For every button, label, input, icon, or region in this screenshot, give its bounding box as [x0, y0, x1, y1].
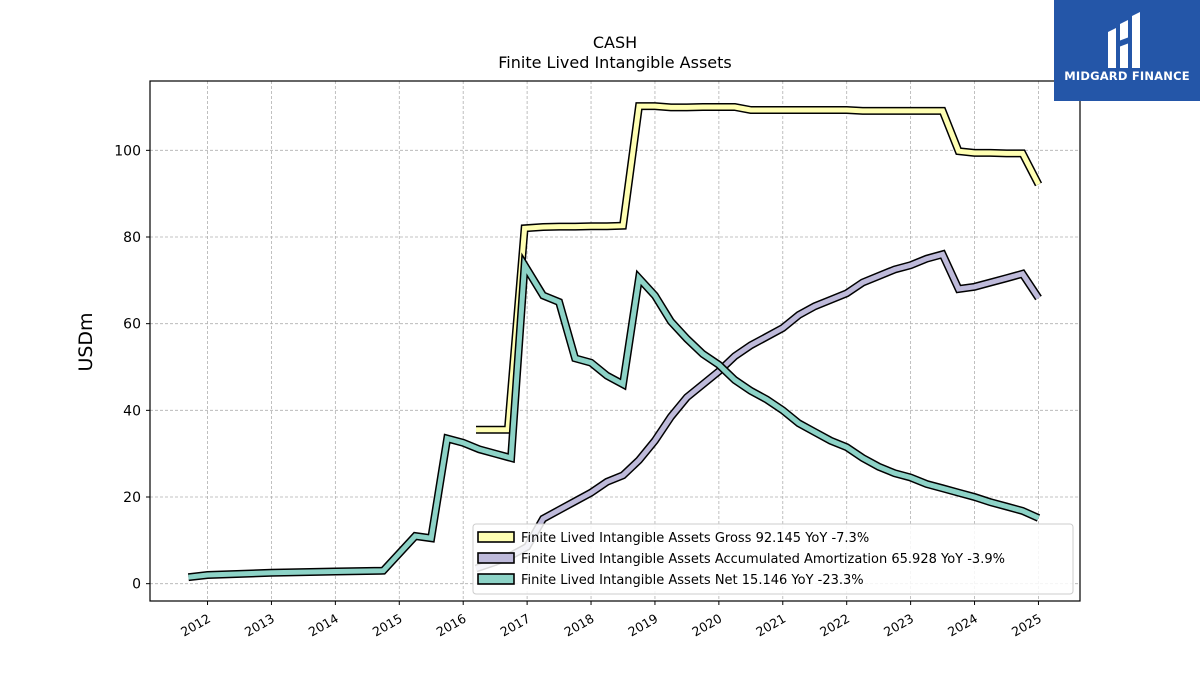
x-tick-label: 2017 [498, 611, 533, 640]
chart-title: CASH [593, 33, 637, 52]
x-tick-label: 2023 [881, 611, 916, 640]
brand-logo: MIDGARD FINANCE [1054, 0, 1200, 101]
legend: Finite Lived Intangible Assets Gross 92.… [472, 523, 1074, 595]
series-line-2 [475, 251, 1041, 571]
legend-label: Finite Lived Intangible Assets Accumulat… [521, 552, 1005, 567]
legend-swatch [477, 531, 515, 543]
grid-lines [150, 81, 1080, 601]
x-tick-label: 2024 [945, 611, 980, 640]
brand-name: MIDGARD FINANCE [1064, 69, 1190, 83]
x-tick-label: 2013 [242, 611, 277, 640]
y-tick-label: 80 [123, 230, 141, 246]
x-tick-label: 2022 [817, 611, 852, 640]
y-tick-label: 100 [114, 143, 141, 159]
chart-subtitle: Finite Lived Intangible Assets [498, 53, 731, 72]
legend-box [472, 523, 1074, 595]
legend-swatch [477, 573, 515, 585]
y-axis: 0 20 40 60 80 100 [114, 143, 150, 593]
y-tick-label: 0 [132, 577, 141, 593]
series-line-1 [476, 103, 1041, 433]
x-axis: 2012 2013 2014 2015 2016 2017 2018 2019 2020 2021… [178, 601, 1044, 640]
x-tick-label: 2020 [689, 611, 724, 640]
x-tick-label: 2021 [753, 611, 788, 640]
legend-label: Finite Lived Intangible Assets Net 15.14… [521, 573, 864, 588]
y-tick-label: 60 [123, 317, 141, 333]
x-tick-label: 2014 [306, 611, 341, 640]
x-tick-label: 2018 [561, 611, 596, 640]
x-tick-label: 2015 [370, 611, 405, 640]
y-tick-label: 20 [123, 490, 141, 506]
logo-mark-icon [1108, 12, 1140, 68]
x-tick-label: 2016 [434, 611, 469, 640]
series-layer [187, 102, 1043, 582]
x-tick-label: 2019 [625, 611, 660, 640]
legend-label: Finite Lived Intangible Assets Gross 92.… [521, 531, 869, 546]
x-tick-label: 2025 [1009, 611, 1044, 640]
plot-frame [149, 80, 1081, 602]
series-line-3 [188, 257, 1040, 580]
y-axis-label: USDm [75, 312, 97, 371]
x-tick-label: 2012 [178, 611, 213, 640]
series-outline-1 [476, 102, 1043, 434]
y-tick-label: 40 [123, 403, 141, 419]
legend-swatch [477, 552, 515, 564]
